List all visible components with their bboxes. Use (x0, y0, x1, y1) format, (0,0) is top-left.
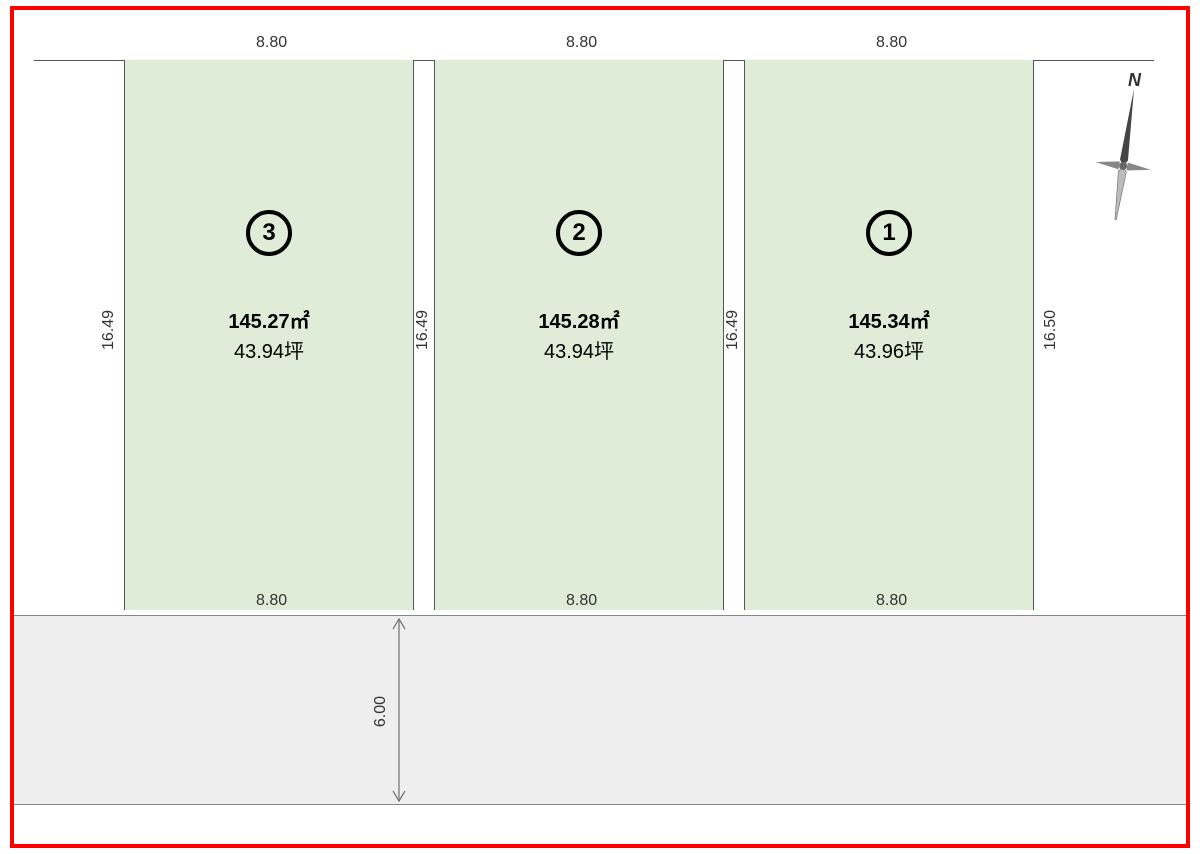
dim-bottom-lot3: 8.80 (256, 592, 287, 610)
road-width-arrow-icon (389, 615, 409, 805)
dim-between-3-2: 16.49 (414, 310, 432, 350)
lot-area-m2-3: 145.27㎡ (189, 305, 349, 334)
dim-top-lot2: 8.80 (566, 34, 597, 52)
dim-right-far: 16.50 (1042, 310, 1060, 350)
lot-area-m2-1: 145.34㎡ (809, 305, 969, 334)
dim-bottom-lot2: 8.80 (566, 592, 597, 610)
lot-area-tsubo-1: 43.96坪 (809, 335, 969, 364)
lot-area-m2-2: 145.28㎡ (499, 305, 659, 334)
compass-n-label: N (1128, 70, 1141, 91)
road-width-label: 6.00 (372, 696, 390, 727)
road-area (14, 615, 1186, 805)
dim-bottom-lot1: 8.80 (876, 592, 907, 610)
plot-canvas: 3145.27㎡43.94坪2145.28㎡43.94坪1145.34㎡43.9… (14, 10, 1186, 844)
dim-top-lot3: 8.80 (256, 34, 287, 52)
dim-left-far: 16.49 (100, 310, 118, 350)
compass-icon: N (1084, 70, 1164, 220)
lot-area-tsubo-3: 43.94坪 (189, 335, 349, 364)
lot-number-badge-1: 1 (866, 210, 912, 256)
dim-top-lot1: 8.80 (876, 34, 907, 52)
lot-number-badge-3: 3 (246, 210, 292, 256)
lot-number-badge-2: 2 (556, 210, 602, 256)
dim-between-2-1: 16.49 (724, 310, 742, 350)
lot-area-tsubo-2: 43.94坪 (499, 335, 659, 364)
